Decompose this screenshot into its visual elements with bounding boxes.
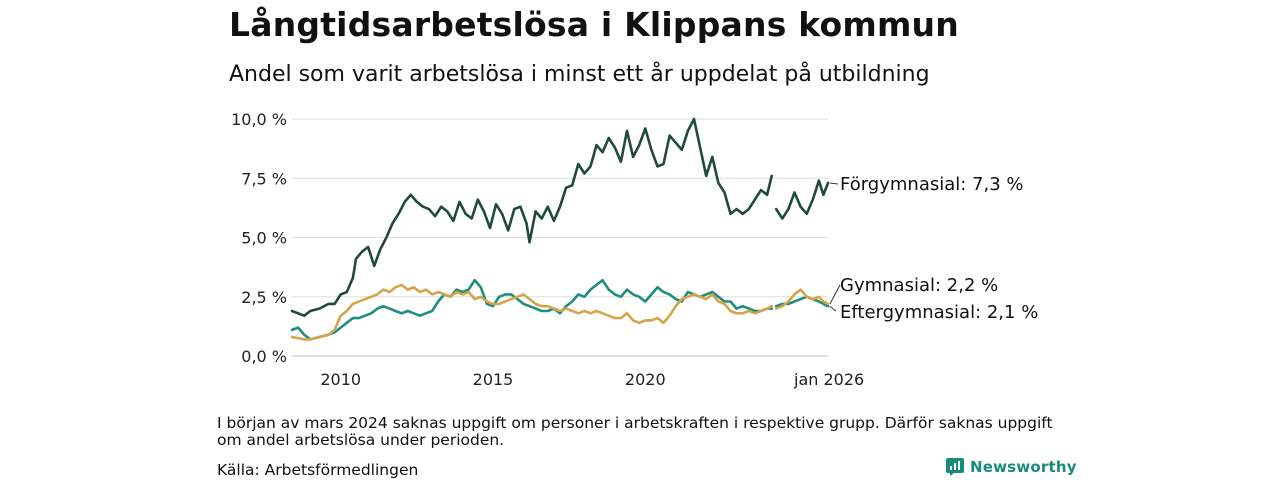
y-axis-ticks: 0,0 % 2,5 % 5,0 % 7,5 % 10,0 % [231,110,287,366]
label-leader-line [829,284,841,305]
series-line-gymnasial [774,288,830,310]
series-line-förgymnasial [290,117,773,317]
series-label-förgymnasial: Förgymnasial: 7,3 % [840,174,1024,195]
y-tick-label: 0,0 % [241,347,287,366]
gridlines [292,118,828,357]
y-tick-label: 7,5 % [241,169,287,188]
series-lines [290,117,830,341]
label-leader-line [829,305,837,312]
series-labels: Förgymnasial: 7,3 % Gymnasial: 2,2 % Efter… [829,174,1038,323]
series-line-förgymnasial [774,179,830,220]
x-tick-label: jan 2026 [793,370,864,389]
x-tick-label: 2020 [625,370,666,389]
series-line-eftergymnasial [290,278,773,341]
footnote: I början av mars 2024 saknas uppgift om … [217,414,1053,449]
newsworthy-logo[interactable]: Newsworthy [946,458,1077,476]
chart-subtitle: Andel som varit arbetslösa i minst ett å… [229,62,930,87]
source-text: Källa: Arbetsförmedlingen [217,461,419,479]
series-line-gymnasial [290,283,773,341]
y-tick-label: 10,0 % [231,110,287,129]
line-chart: 0,0 % 2,5 % 5,0 % 7,5 % 10,0 % 2010 2015 2020 j… [231,110,1038,389]
newsworthy-icon [946,458,964,476]
series-label-gymnasial: Gymnasial: 2,2 % [840,275,998,296]
label-leader-line [829,182,839,185]
y-tick-label: 5,0 % [241,229,287,248]
chart-title: Långtidsarbetslösa i Klippans kommun [229,5,959,44]
x-tick-label: 2015 [473,370,514,389]
x-axis-ticks: 2010 2015 2020 jan 2026 [320,370,864,389]
brand-name: Newsworthy [970,458,1077,476]
x-tick-label: 2010 [320,370,361,389]
series-label-eftergymnasial: Eftergymnasial: 2,1 % [840,302,1038,323]
y-tick-label: 2,5 % [241,288,287,307]
